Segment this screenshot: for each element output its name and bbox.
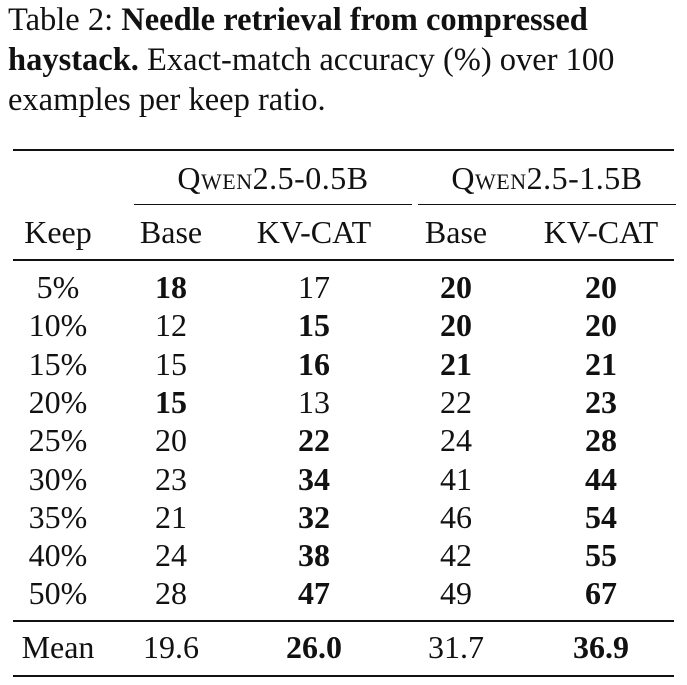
cell-base-0-5b: 21 — [155, 498, 187, 535]
column-header-base-0-5b: Base — [139, 214, 203, 250]
caption-text: Exact-match accuracy (%) over 100 exampl… — [8, 42, 615, 118]
cell-base-1-5b: 20 — [440, 307, 472, 344]
top-rule — [13, 149, 674, 151]
column-header-kvcat-0-5b: KV-CAT — [256, 214, 372, 250]
cell-base-1-5b: 22 — [440, 383, 472, 420]
row-keep-label: 25% — [28, 422, 88, 459]
cell-kvcat-1-5b: 67 — [585, 575, 617, 612]
cell-kvcat-1-5b: 21 — [585, 345, 617, 382]
column-header-keep: Keep — [24, 214, 92, 250]
cell-base-0-5b: 15 — [155, 383, 187, 420]
row-keep-label: 30% — [28, 460, 88, 497]
cell-base-0-5b: 24 — [155, 537, 187, 574]
mean-kvcat-0-5b: 26.0 — [286, 629, 342, 665]
group-header-qwen-0-5b: Qwen2.5-0.5B — [177, 160, 369, 196]
cell-base-1-5b: 21 — [440, 345, 472, 382]
table-caption: Table 2: Needle retrieval from compresse… — [8, 0, 684, 120]
mean-rule — [13, 620, 674, 622]
cell-kvcat-0-5b: 32 — [298, 498, 330, 535]
row-keep-label: 15% — [28, 345, 88, 382]
mean-base-1-5b: 31.7 — [428, 629, 484, 665]
cell-base-0-5b: 28 — [155, 575, 187, 612]
bottom-rule — [13, 675, 674, 677]
caption-title: Needle retrieval from compressed haystac… — [8, 2, 588, 78]
cell-base-1-5b: 49 — [440, 575, 472, 612]
cell-kvcat-1-5b: 55 — [585, 537, 617, 574]
cell-kvcat-1-5b: 20 — [585, 269, 617, 305]
row-keep-label: 20% — [28, 383, 88, 420]
cell-kvcat-0-5b: 17 — [298, 269, 330, 305]
mean-base-0-5b: 19.6 — [143, 629, 199, 665]
cell-kvcat-0-5b: 16 — [298, 345, 330, 382]
cell-kvcat-0-5b: 47 — [298, 575, 330, 612]
group-header-qwen-1-5b: Qwen2.5-1.5B — [451, 160, 643, 196]
cell-kvcat-0-5b: 15 — [298, 307, 330, 344]
caption-label: Table 2: — [8, 2, 114, 38]
group-underline-0-5b — [134, 204, 412, 206]
row-keep-label: 10% — [28, 307, 88, 344]
mean-kvcat-1-5b: 36.9 — [573, 629, 629, 665]
mean-label: Mean — [21, 629, 95, 665]
cell-base-1-5b: 24 — [440, 422, 472, 459]
column-header-base-1-5b: Base — [424, 214, 488, 250]
cell-base-1-5b: 42 — [440, 537, 472, 574]
row-keep-label: 40% — [28, 537, 88, 574]
cell-kvcat-0-5b: 13 — [298, 383, 330, 420]
cell-base-0-5b: 23 — [155, 460, 187, 497]
cell-base-0-5b: 15 — [155, 345, 187, 382]
cell-kvcat-1-5b: 20 — [585, 307, 617, 344]
cell-base-1-5b: 41 — [440, 460, 472, 497]
header-rule — [13, 259, 674, 261]
group-underline-1-5b — [418, 204, 676, 206]
cell-base-1-5b: 20 — [440, 269, 472, 305]
row-keep-label: 5% — [36, 269, 80, 305]
cell-kvcat-1-5b: 44 — [585, 460, 617, 497]
cell-base-0-5b: 18 — [155, 269, 187, 305]
cell-kvcat-0-5b: 22 — [298, 422, 330, 459]
cell-kvcat-1-5b: 23 — [585, 383, 617, 420]
cell-base-1-5b: 46 — [440, 498, 472, 535]
row-keep-label: 35% — [28, 498, 88, 535]
cell-base-0-5b: 12 — [155, 307, 187, 344]
cell-kvcat-1-5b: 28 — [585, 422, 617, 459]
column-header-kvcat-1-5b: KV-CAT — [543, 214, 659, 250]
cell-kvcat-0-5b: 34 — [298, 460, 330, 497]
cell-base-0-5b: 20 — [155, 422, 187, 459]
row-keep-label: 50% — [28, 575, 88, 612]
cell-kvcat-0-5b: 38 — [298, 537, 330, 574]
cell-kvcat-1-5b: 54 — [585, 498, 617, 535]
